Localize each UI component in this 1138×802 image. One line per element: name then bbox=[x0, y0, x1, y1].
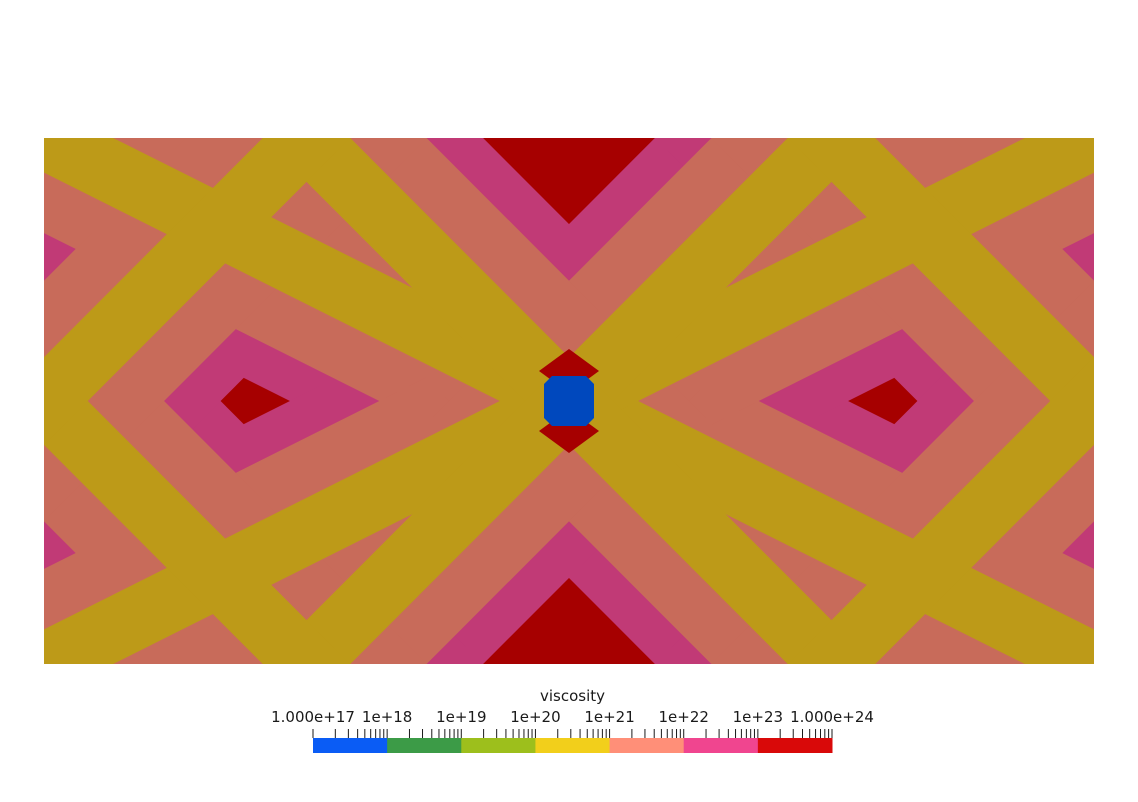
shear-band-inner bbox=[262, 138, 591, 423]
shear-band-inner bbox=[262, 379, 591, 664]
shear-band-inner bbox=[547, 138, 876, 423]
weak-inclusion bbox=[544, 376, 594, 426]
shear-band-inner bbox=[547, 379, 876, 664]
viscosity-field bbox=[44, 138, 1094, 664]
